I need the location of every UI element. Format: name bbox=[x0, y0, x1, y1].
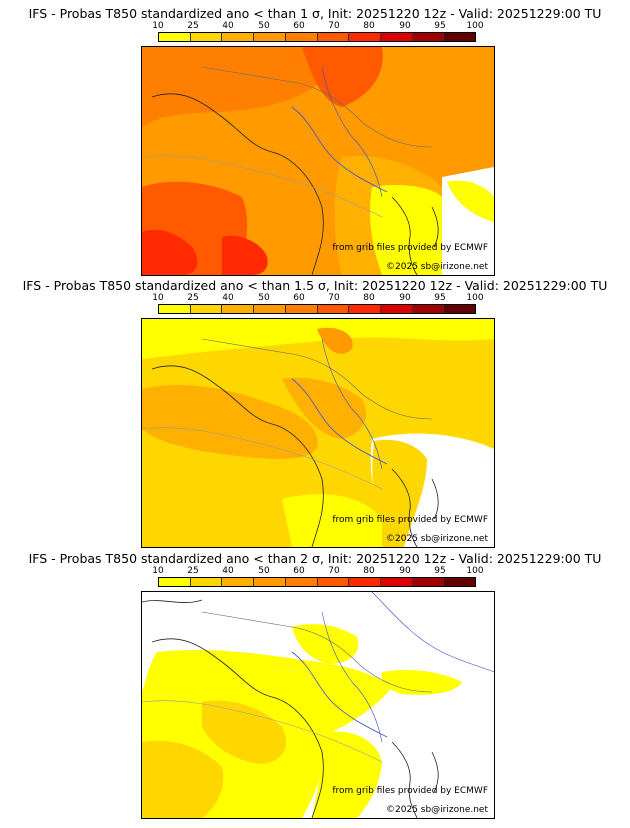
legend-tick: 100 bbox=[466, 566, 484, 576]
scale-segment bbox=[444, 305, 476, 313]
legend-tick: 25 bbox=[187, 21, 199, 31]
legend-tick: 10 bbox=[152, 293, 164, 303]
scale-segment bbox=[190, 305, 223, 313]
legend-tick: 95 bbox=[434, 566, 446, 576]
scale-segment bbox=[159, 33, 191, 41]
panel-title: IFS - Probas T850 standardized ano < tha… bbox=[28, 551, 602, 566]
scale-segment bbox=[190, 578, 223, 586]
copyright: ©2025 sb@irizone.net bbox=[386, 805, 488, 815]
scale-segment bbox=[222, 33, 255, 41]
scale-segment bbox=[317, 578, 350, 586]
legend-tick: 100 bbox=[466, 21, 484, 31]
scale-segment bbox=[222, 578, 255, 586]
probability-map: from grib files provided by ECMWF ©2025 … bbox=[141, 46, 495, 276]
legend-tick: 70 bbox=[328, 566, 340, 576]
scale-segment bbox=[285, 578, 318, 586]
legend-tick: 90 bbox=[399, 293, 411, 303]
panel-title: IFS - Probas T850 standardized ano < tha… bbox=[28, 6, 602, 21]
probability-map: from grib files provided by ECMWF ©2025 … bbox=[141, 591, 495, 819]
legend-tick: 40 bbox=[222, 21, 234, 31]
legend-tick: 60 bbox=[293, 21, 305, 31]
legend-tick: 80 bbox=[363, 293, 375, 303]
scale-segment bbox=[349, 33, 381, 41]
legend-tick: 90 bbox=[399, 21, 411, 31]
legend-tick: 25 bbox=[187, 293, 199, 303]
scale-segment bbox=[412, 305, 445, 313]
scale-segment bbox=[254, 578, 286, 586]
scale-segment bbox=[412, 33, 445, 41]
scale-segment bbox=[380, 578, 413, 586]
scale-segment bbox=[254, 33, 286, 41]
legend-tick: 40 bbox=[222, 293, 234, 303]
legend-ticks: 10 25 40 50 60 70 80 90 95 100 bbox=[152, 21, 483, 32]
legend-tick: 10 bbox=[152, 21, 164, 31]
probability-map: from grib files provided by ECMWF ©2025 … bbox=[141, 318, 495, 548]
legend-tick: 60 bbox=[293, 293, 305, 303]
panel-title: IFS - Probas T850 standardized ano < tha… bbox=[22, 278, 608, 293]
map-panel-2: IFS - Probas T850 standardized ano < tha… bbox=[0, 272, 630, 548]
color-scale-bar bbox=[158, 304, 476, 314]
legend-tick: 80 bbox=[363, 566, 375, 576]
color-scale-bar bbox=[158, 577, 476, 587]
legend-tick: 50 bbox=[258, 293, 270, 303]
scale-segment bbox=[285, 33, 318, 41]
scale-segment bbox=[254, 305, 286, 313]
scale-segment bbox=[444, 33, 476, 41]
data-credit: from grib files provided by ECMWF bbox=[332, 515, 488, 525]
data-credit: from grib files provided by ECMWF bbox=[332, 786, 488, 796]
scale-segment bbox=[349, 578, 381, 586]
copyright: ©2025 sb@irizone.net bbox=[386, 262, 488, 272]
legend-tick: 60 bbox=[293, 566, 305, 576]
map-panel-1: IFS - Probas T850 standardized ano < tha… bbox=[0, 0, 630, 276]
legend-ticks: 10 25 40 50 60 70 80 90 95 100 bbox=[152, 566, 483, 577]
legend-tick: 40 bbox=[222, 566, 234, 576]
scale-segment bbox=[380, 33, 413, 41]
scale-segment bbox=[412, 578, 445, 586]
scale-segment bbox=[159, 578, 191, 586]
scale-segment bbox=[317, 305, 350, 313]
legend-tick: 90 bbox=[399, 566, 411, 576]
scale-segment bbox=[317, 33, 350, 41]
scale-segment bbox=[190, 33, 223, 41]
legend-ticks: 10 25 40 50 60 70 80 90 95 100 bbox=[152, 293, 483, 304]
data-credit: from grib files provided by ECMWF bbox=[332, 243, 488, 253]
legend-tick: 50 bbox=[258, 566, 270, 576]
scale-segment bbox=[444, 578, 476, 586]
scale-segment bbox=[285, 305, 318, 313]
scale-segment bbox=[222, 305, 255, 313]
copyright: ©2025 sb@irizone.net bbox=[386, 534, 488, 544]
legend-tick: 95 bbox=[434, 293, 446, 303]
legend-tick: 70 bbox=[328, 293, 340, 303]
scale-segment bbox=[159, 305, 191, 313]
map-panel-3: IFS - Probas T850 standardized ano < tha… bbox=[0, 545, 630, 819]
legend-tick: 80 bbox=[363, 21, 375, 31]
legend-tick: 25 bbox=[187, 566, 199, 576]
legend-tick: 50 bbox=[258, 21, 270, 31]
scale-segment bbox=[349, 305, 381, 313]
scale-segment bbox=[380, 305, 413, 313]
legend-tick: 95 bbox=[434, 21, 446, 31]
legend-tick: 10 bbox=[152, 566, 164, 576]
legend-tick: 70 bbox=[328, 21, 340, 31]
legend-tick: 100 bbox=[466, 293, 484, 303]
color-scale-bar bbox=[158, 32, 476, 42]
